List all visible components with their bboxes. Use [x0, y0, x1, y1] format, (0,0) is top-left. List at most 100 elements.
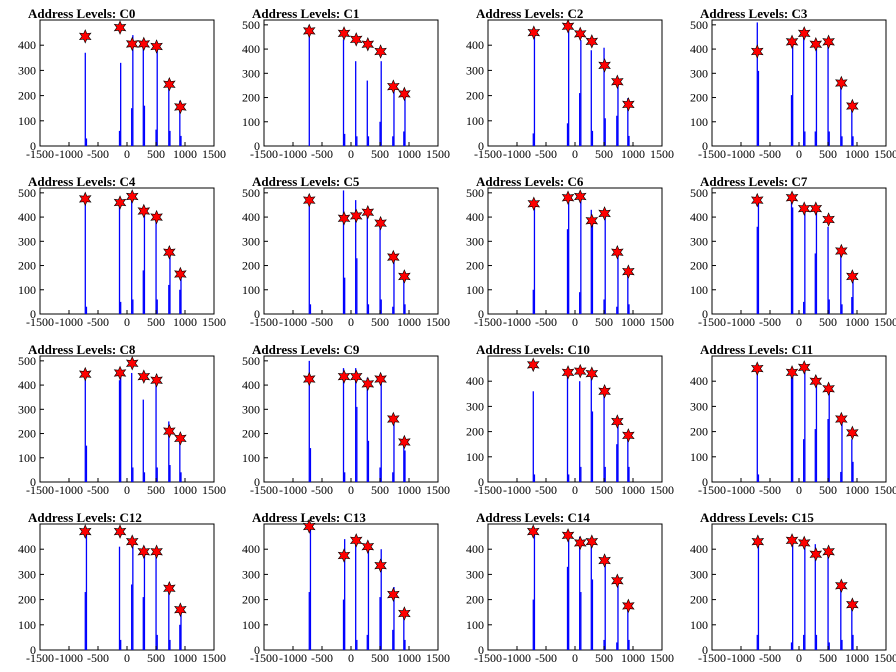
x-tick-label: 0 — [124, 483, 130, 497]
peak-marker — [337, 26, 351, 41]
histogram-bar — [591, 411, 594, 482]
histogram-bar — [169, 253, 171, 314]
x-tick-label: -1500 — [474, 147, 502, 161]
histogram-bar — [180, 135, 182, 146]
histogram-bar — [580, 195, 582, 314]
histogram-bar — [803, 439, 805, 482]
y-tick-label: 100 — [242, 618, 260, 632]
x-tick-label: 0 — [572, 651, 578, 665]
histogram-bar — [617, 253, 619, 314]
y-tick-label: 200 — [18, 89, 36, 103]
histogram-bar — [627, 607, 629, 650]
histogram-bar — [792, 541, 794, 650]
peak-marker — [125, 189, 139, 204]
histogram-bar — [180, 607, 182, 650]
x-tick-label: 0 — [572, 147, 578, 161]
peak-marker — [387, 587, 400, 602]
peak-marker — [150, 209, 163, 225]
y-tick-label: 400 — [466, 374, 484, 388]
x-tick-label: -500 — [759, 483, 781, 497]
x-tick-label: -1000 — [503, 651, 531, 665]
peak-marker — [822, 212, 835, 227]
histogram-bar — [792, 44, 794, 146]
peak-marker — [337, 369, 351, 384]
histogram-panel: -1500 -1000 -500 0 500 1000 1500 0 100 200 300 400 5… — [224, 336, 450, 504]
histogram-panel: -1500 -1000 -500 0 500 1000 1500 0 100 200 300 400 5… — [0, 168, 226, 336]
histogram-bar — [342, 190, 345, 314]
x-tick-label: -500 — [311, 315, 333, 329]
y-tick-label: 200 — [242, 259, 260, 273]
x-tick-label: 0 — [348, 147, 354, 161]
histogram-bar — [308, 360, 310, 482]
peak-marker — [374, 558, 387, 573]
histogram-bar — [309, 304, 312, 314]
histogram-bar — [393, 85, 395, 146]
y-tick-label: 100 — [242, 283, 260, 297]
x-tick-label: -1000 — [503, 483, 531, 497]
x-tick-label: 1500 — [426, 651, 450, 665]
peak-marker — [822, 381, 835, 397]
x-tick-label: 500 — [371, 315, 389, 329]
y-tick-label: 400 — [18, 378, 36, 392]
x-tick-label: 1000 — [845, 651, 869, 665]
x-tick-label: 500 — [595, 315, 613, 329]
y-tick-label: 0 — [30, 643, 36, 657]
histogram-bar — [532, 599, 534, 650]
histogram-bar — [403, 440, 405, 482]
peak-marker — [527, 25, 541, 40]
histogram-bar — [828, 642, 830, 650]
histogram-bar — [85, 445, 88, 482]
y-tick-label: 100 — [466, 618, 484, 632]
x-tick-label: -1500 — [474, 483, 502, 497]
x-tick-label: 500 — [147, 483, 165, 497]
histogram-bar — [155, 217, 157, 314]
histogram-bar — [851, 439, 853, 482]
y-tick-label: 300 — [18, 402, 36, 416]
histogram-bar — [815, 634, 818, 650]
histogram-bar — [366, 377, 368, 482]
peak-marker — [361, 539, 375, 554]
x-tick-label: -1500 — [474, 315, 502, 329]
y-tick-label: 100 — [466, 114, 484, 128]
histogram-panel: -1500 -1000 -500 0 500 1000 1500 0 100 200 300 400 A… — [448, 336, 674, 504]
histogram-bar — [616, 444, 618, 482]
x-tick-label: -1500 — [250, 483, 278, 497]
x-tick-label: 500 — [819, 147, 837, 161]
peak-marker — [174, 602, 187, 617]
histogram-plot: -1500 -1000 -500 0 500 1000 1500 0 100 200 300 400 5… — [242, 186, 450, 329]
y-tick-label: 300 — [242, 567, 260, 581]
histogram-bar — [617, 579, 619, 650]
plot-frame — [711, 19, 887, 147]
histogram-bar — [616, 306, 618, 314]
histogram-bar — [827, 419, 829, 482]
histogram-plot: -1500 -1000 -500 0 500 1000 1500 0 100 200 300 400 — [466, 355, 674, 497]
histogram-bar — [156, 634, 158, 650]
y-tick-label: 400 — [242, 42, 260, 56]
peak-marker — [822, 34, 835, 50]
histogram-bar — [131, 584, 133, 650]
y-tick-label: 400 — [466, 38, 484, 52]
peak-marker — [598, 206, 611, 221]
peak-marker — [163, 244, 176, 260]
x-tick-label: -1500 — [698, 483, 726, 497]
y-tick-label: 300 — [690, 234, 708, 248]
histogram-bar — [841, 419, 843, 482]
chart-title: Address Levels: C12 — [28, 510, 142, 525]
x-tick-label: -500 — [535, 651, 557, 665]
histogram-bar — [851, 604, 853, 650]
x-tick-label: 1000 — [173, 483, 197, 497]
plot-frame — [263, 355, 439, 483]
histogram-bar — [804, 207, 806, 314]
x-tick-label: 1000 — [397, 483, 421, 497]
peak-marker — [611, 244, 624, 260]
x-tick-label: 1000 — [173, 147, 197, 161]
histogram-bar — [757, 544, 760, 650]
y-tick-label: 300 — [690, 567, 708, 581]
histogram-bar — [142, 270, 144, 314]
x-tick-label: 1000 — [621, 483, 645, 497]
histogram-plot: -1500 -1000 -500 0 500 1000 1500 0 100 200 300 400 5… — [18, 354, 226, 497]
histogram-bar — [566, 229, 569, 314]
peak-marker — [622, 598, 635, 614]
x-tick-label: 500 — [147, 651, 165, 665]
histogram-bar — [143, 212, 146, 314]
